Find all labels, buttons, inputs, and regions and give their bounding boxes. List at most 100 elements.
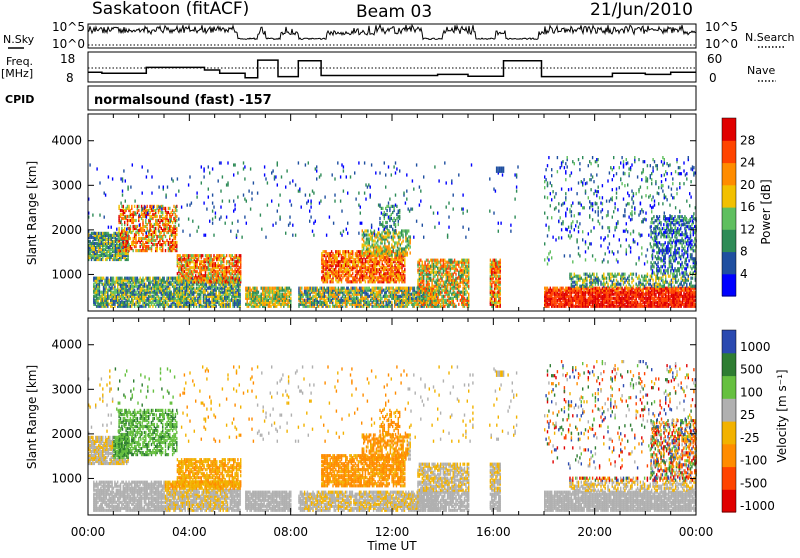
power-cell bbox=[388, 299, 389, 302]
power-cell bbox=[135, 291, 136, 294]
power-cell bbox=[330, 252, 331, 255]
power-cell bbox=[395, 249, 396, 252]
power-cell bbox=[255, 287, 256, 290]
power-cell bbox=[301, 291, 302, 294]
power-cell bbox=[258, 295, 259, 298]
power-cell bbox=[334, 305, 335, 308]
power-cell bbox=[168, 303, 169, 306]
power-cell bbox=[431, 259, 432, 262]
power-cell bbox=[369, 295, 370, 298]
station-title: Saskatoon (fitACF) bbox=[92, 0, 249, 19]
power-cell bbox=[124, 301, 125, 304]
power-cell bbox=[325, 256, 326, 259]
power-cell bbox=[391, 213, 392, 216]
power-cell bbox=[110, 305, 111, 308]
power-cell bbox=[163, 207, 164, 210]
power-cell bbox=[111, 277, 112, 280]
power-cell bbox=[362, 233, 363, 236]
power-cell bbox=[355, 297, 356, 300]
power-cell bbox=[351, 266, 352, 269]
power-cell bbox=[362, 243, 363, 246]
power-cell bbox=[116, 238, 117, 241]
power-cell bbox=[121, 243, 122, 246]
power-cell bbox=[401, 247, 402, 250]
power-cell bbox=[223, 254, 224, 257]
power-cell bbox=[328, 305, 329, 308]
power-cell bbox=[134, 219, 135, 222]
power-cell bbox=[207, 291, 208, 294]
power-cell bbox=[168, 207, 169, 210]
power-cell bbox=[407, 237, 408, 240]
power-cell bbox=[130, 281, 131, 284]
power-cell bbox=[380, 280, 381, 283]
power-cell bbox=[171, 215, 172, 218]
power-cell bbox=[355, 287, 356, 290]
power-cell bbox=[135, 231, 136, 234]
nsky-left-tick-bottom: 10^0 bbox=[52, 37, 85, 51]
power-cell bbox=[426, 295, 427, 298]
power-cell bbox=[165, 207, 166, 210]
power-cell bbox=[357, 289, 358, 292]
power-cell bbox=[367, 287, 368, 290]
power-cell bbox=[144, 249, 145, 252]
nsky-panel: 10^5 10^0 10^5 10^0 bbox=[52, 20, 738, 51]
power-cell bbox=[420, 269, 421, 272]
power-cell bbox=[427, 263, 428, 266]
power-cell bbox=[407, 229, 408, 232]
power-cell bbox=[391, 205, 392, 208]
power-cell bbox=[156, 243, 157, 246]
power-cell bbox=[386, 272, 387, 275]
power-cell bbox=[398, 295, 399, 298]
power-cell bbox=[169, 277, 170, 280]
power-cell bbox=[237, 268, 238, 271]
power-cell bbox=[351, 250, 352, 253]
power-cell bbox=[176, 215, 177, 218]
power-cell bbox=[391, 287, 392, 290]
power-cell bbox=[131, 213, 132, 216]
power-cell bbox=[124, 209, 125, 212]
power-cell bbox=[352, 276, 353, 279]
power-cell bbox=[191, 270, 192, 273]
power-cell bbox=[233, 274, 234, 277]
power-cell bbox=[436, 299, 437, 302]
power-cell bbox=[363, 262, 364, 265]
power-cell bbox=[154, 239, 155, 242]
power-cell bbox=[358, 278, 359, 281]
power-cell bbox=[434, 285, 435, 288]
power-cell bbox=[434, 275, 435, 278]
power-cell bbox=[424, 287, 425, 290]
power-cell bbox=[175, 297, 176, 300]
power-cell bbox=[382, 274, 383, 277]
power-cell bbox=[141, 217, 142, 220]
power-cell bbox=[192, 254, 193, 257]
cpid-text: normalsound (fast) -157 bbox=[94, 93, 272, 108]
power-cell bbox=[223, 291, 224, 294]
power-cell bbox=[382, 260, 383, 263]
power-cell bbox=[108, 254, 109, 257]
power-cell bbox=[172, 239, 173, 242]
freq-left-tick-top: 18 bbox=[60, 52, 75, 66]
power-cell bbox=[138, 237, 139, 240]
power-cell bbox=[169, 213, 170, 216]
power-cell bbox=[123, 237, 124, 240]
power-cell bbox=[262, 287, 263, 290]
power-cell bbox=[362, 287, 363, 290]
power-cell bbox=[404, 305, 405, 308]
power-cell bbox=[391, 253, 392, 256]
power-cell bbox=[137, 285, 138, 288]
power-cell bbox=[105, 252, 106, 255]
power-cell bbox=[203, 274, 204, 277]
power-cell bbox=[165, 235, 166, 238]
power-cell bbox=[195, 260, 196, 263]
power-cell bbox=[161, 279, 162, 282]
power-cell bbox=[148, 295, 149, 298]
power-cell bbox=[330, 274, 331, 277]
power-cell bbox=[408, 247, 409, 250]
power-cell bbox=[366, 229, 367, 232]
power-cell bbox=[124, 297, 125, 300]
power-cell bbox=[369, 247, 370, 250]
power-cell bbox=[158, 235, 159, 238]
power-cell bbox=[162, 243, 163, 246]
power-cell bbox=[393, 245, 394, 248]
power-cell bbox=[228, 303, 229, 306]
